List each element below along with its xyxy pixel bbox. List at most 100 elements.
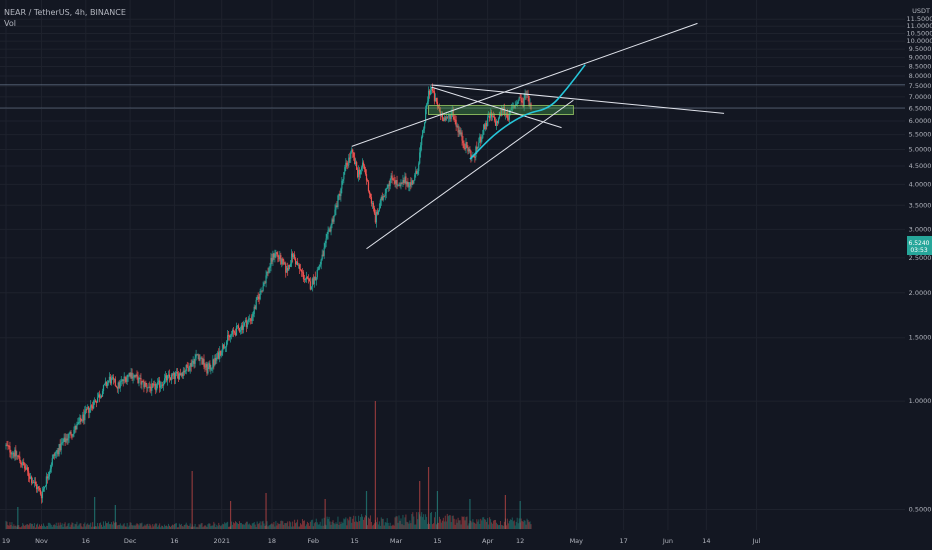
- volume-bar: [196, 526, 198, 529]
- candle-body: [330, 225, 332, 232]
- candle-body: [349, 157, 351, 159]
- volume-bar: [193, 526, 195, 529]
- time-axis[interactable]: 19 Nov 16 Dec 16 2021 18 Feb 15 Mar 15 Apr 12 May 17 Ju…: [0, 532, 932, 550]
- price-axis[interactable]: 11.500011.000010.500010.00009.50009.0000…: [905, 0, 932, 550]
- volume-bar: [515, 521, 517, 529]
- candle-body: [286, 267, 288, 273]
- candle-body: [528, 95, 530, 106]
- volume-bar: [225, 523, 227, 529]
- candle-body: [164, 375, 167, 379]
- volume-bar: [323, 517, 325, 529]
- candle-body: [141, 381, 143, 385]
- volume-bar: [237, 524, 239, 529]
- candle-body: [36, 486, 39, 490]
- volume-bar: [514, 525, 516, 529]
- volume-bar: [432, 523, 434, 529]
- candle-body: [322, 254, 324, 256]
- volume-bar: [498, 525, 499, 529]
- volume-bar: [19, 527, 21, 529]
- volume-bar: [79, 523, 81, 529]
- volume-bar: [234, 523, 236, 529]
- volume-bar: [15, 525, 17, 529]
- volume-indicator-label[interactable]: Vol: [4, 19, 16, 28]
- candle-body: [499, 112, 502, 116]
- symbol-title[interactable]: NEAR / TetherUS, 4h, BINANCE: [4, 8, 126, 17]
- candle-body: [195, 354, 197, 358]
- volume-bar: [43, 525, 45, 529]
- candle-body: [320, 259, 322, 265]
- volume-bar: [405, 514, 407, 529]
- candle-body: [240, 325, 243, 331]
- candle-body: [24, 465, 26, 469]
- volume-bar: [151, 527, 153, 529]
- candle-body: [310, 286, 312, 290]
- volume-bar: [491, 522, 493, 529]
- volume-bar: [155, 523, 157, 529]
- candle-body: [218, 352, 220, 359]
- candle-body: [342, 179, 344, 181]
- volume-bar: [460, 524, 462, 529]
- volume-bar: [39, 526, 41, 529]
- volume-bar: [139, 523, 141, 529]
- candle-body: [146, 384, 148, 388]
- candle-body: [216, 357, 218, 361]
- candle-body: [156, 385, 158, 391]
- candle-body: [171, 374, 174, 376]
- volume-bar: [475, 524, 477, 529]
- volume-bar: [397, 522, 399, 529]
- volume-bar: [115, 522, 117, 529]
- candle-body: [300, 269, 303, 272]
- volume-bar: [464, 520, 466, 529]
- candle-body: [34, 481, 37, 485]
- volume-bar: [370, 521, 372, 529]
- volume-bar: [169, 525, 171, 529]
- candle-body: [443, 117, 445, 122]
- volume-bar: [272, 524, 274, 529]
- candle-body: [404, 176, 406, 184]
- volume-bar: [203, 526, 205, 529]
- volume-bar: [45, 525, 47, 529]
- candle-body: [464, 147, 466, 149]
- candle-body: [316, 269, 318, 278]
- candle-body: [120, 380, 122, 382]
- volume-bar: [197, 527, 199, 529]
- volume-bar: [273, 521, 275, 529]
- volume-bar: [356, 521, 358, 529]
- volume-bar: [368, 518, 370, 529]
- candle-body: [520, 97, 522, 101]
- volume-bar: [131, 525, 133, 529]
- candle-body: [15, 449, 17, 456]
- volume-bar: [9, 522, 11, 529]
- volume-bar: [522, 521, 524, 529]
- support-zone[interactable]: [428, 105, 574, 115]
- price-axis-bg: [905, 0, 932, 550]
- candle-body: [522, 102, 524, 108]
- candle-body: [40, 494, 43, 499]
- volume-bar: [502, 525, 504, 529]
- candle-body: [236, 325, 239, 327]
- volume-bar: [29, 523, 31, 529]
- projection-curve[interactable]: [469, 64, 586, 160]
- descending-resistance: [431, 84, 725, 114]
- volume-bar: [136, 523, 138, 529]
- candle-body: [433, 91, 436, 102]
- trend-lines[interactable]: [351, 22, 725, 250]
- volume-bar: [376, 517, 378, 529]
- volume-bar: [270, 523, 272, 529]
- candle-body: [416, 171, 418, 174]
- time-tick-label: Nov: [35, 537, 48, 545]
- volume-bar: [49, 523, 51, 529]
- volume-bar: [55, 522, 57, 529]
- candle-body: [406, 181, 408, 185]
- candle-body: [430, 87, 433, 91]
- candle-body: [66, 438, 68, 441]
- candle-body: [425, 104, 428, 109]
- candle-body: [321, 254, 323, 260]
- volume-bar: [106, 523, 108, 529]
- volume-bar: [170, 525, 172, 529]
- candle-body: [260, 290, 262, 292]
- candle-body: [285, 263, 287, 273]
- candle-body: [458, 130, 460, 133]
- volume-bar: [135, 524, 137, 529]
